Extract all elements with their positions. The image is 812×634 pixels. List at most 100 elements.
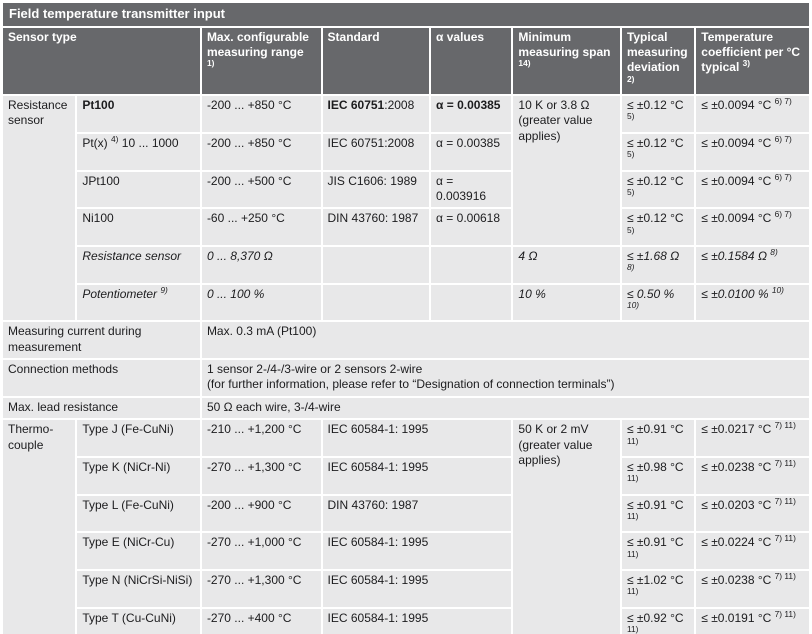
cell-text: ≤ ±0.0094 °C bbox=[701, 211, 775, 226]
cell-text: Potentiometer bbox=[82, 286, 161, 301]
cell-text: JPt100 bbox=[82, 173, 120, 188]
cell-text: IEC 60584-1: 1995 bbox=[327, 422, 429, 437]
row-type-e: Type E (NiCr-Cu) -270 ... +1,000 °C IEC 60… bbox=[3, 533, 809, 570]
cell-text: DIN 43760: 1987 bbox=[327, 497, 419, 512]
cell-text: Connection methods bbox=[8, 362, 119, 377]
deviation-cell: ≤ ±1.02 °C 11) bbox=[621, 571, 695, 607]
cell-text: DIN 43760: 1987 bbox=[327, 211, 419, 226]
tempco-cell: ≤ ±0.0238 °C 7) 11) bbox=[696, 457, 809, 494]
cell-text: ≤ ±0.0238 °C bbox=[701, 459, 775, 474]
cell-text: ≤ ±0.0100 % bbox=[701, 286, 772, 301]
cell-text: ≤ ±0.12 °C bbox=[626, 135, 684, 150]
section-label-cell: Max. lead resistance bbox=[3, 397, 200, 419]
section-label-cell: Measuring current during measurement bbox=[3, 322, 200, 359]
cell-text: -270 ... +1,300 °C bbox=[206, 459, 302, 474]
range-cell: -200 ... +500 °C bbox=[201, 171, 321, 208]
cell-text: ≤ ±0.92 °C bbox=[626, 610, 684, 625]
cell-text: Type K (NiCr-Ni) bbox=[82, 459, 171, 474]
cell-text: IEC 60584-1: 1995 bbox=[327, 459, 429, 474]
col-sensor-type: Sensor type bbox=[3, 27, 200, 95]
range-cell: 0 ... 8,370 Ω bbox=[201, 246, 321, 283]
standard-cell bbox=[322, 246, 430, 283]
row-pt100: Resistance sensor Pt100 -200 ... +850 °C IE… bbox=[3, 96, 809, 321]
cell-text: ≤ ±1.02 °C bbox=[626, 573, 684, 588]
range-cell: -200 ... +850 °C bbox=[201, 133, 321, 170]
footnote-ref: 7) 11) bbox=[774, 533, 796, 544]
cell-text: IEC 60751:2008 bbox=[327, 135, 415, 150]
min-span-cell: 10 % bbox=[513, 284, 620, 321]
range-cell: -270 ... +1,000 °C bbox=[201, 533, 321, 570]
standard-cell: IEC 60584-1: 1995 bbox=[322, 571, 512, 607]
row-measuring-current: Measuring current during measurement Max.… bbox=[3, 322, 809, 359]
deviation-cell: ≤ ±0.12 °C 5) bbox=[621, 209, 695, 245]
deviation-cell: ≤ ±0.12 °C 5) bbox=[621, 96, 695, 132]
tempco-cell: ≤ ±0.0100 % 10) bbox=[696, 284, 809, 321]
cell-text: Thermo- couple bbox=[8, 422, 54, 452]
deviation-cell: ≤ ±0.12 °C 5) bbox=[621, 171, 695, 208]
col-max-range: Max. configurable measuring range 1) bbox=[201, 27, 321, 95]
cell-text: Measuring current during measurement bbox=[8, 324, 142, 354]
cell-text: -60 ... +250 °C bbox=[206, 211, 285, 226]
sensor-name-cell: Type E (NiCr-Cu) bbox=[77, 533, 200, 570]
sensor-name-cell: Type T (Cu-CuNi) bbox=[77, 608, 200, 634]
section-value-cell: Max. 0.3 mA (Pt100) bbox=[201, 322, 809, 359]
sensor-name-cell: Resistance sensor bbox=[77, 246, 200, 283]
min-span-cell: 50 K or 2 mV (greater value applies) bbox=[513, 420, 620, 634]
cell-text: ≤ ±0.0094 °C bbox=[701, 173, 775, 188]
standard-cell: IEC 60584-1: 1995 bbox=[322, 608, 512, 634]
cell-text: Pt(x) bbox=[82, 135, 112, 150]
row-ni100: Ni100 -60 ... +250 °C DIN 43760: 1987 α = 0… bbox=[3, 209, 809, 245]
column-header-row: Sensor type Max. configurable measuring r… bbox=[3, 27, 809, 95]
standard-cell: IEC 60751:2008 bbox=[322, 96, 430, 132]
cell-text: ≤ ±0.0094 °C bbox=[701, 135, 775, 150]
tempco-cell: ≤ ±0.0094 °C 6) 7) bbox=[696, 171, 809, 208]
standard-cell: DIN 43760: 1987 bbox=[322, 495, 512, 532]
row-resistance-sensor: Resistance sensor 0 ... 8,370 Ω 4 Ω ≤ ±1.68… bbox=[3, 246, 809, 283]
cell-text: Resistance sensor bbox=[8, 98, 68, 128]
footnote-ref: 5) bbox=[626, 149, 635, 160]
cell-text: 1 sensor 2-/4-/3-wire or 2 sensors 2-wir… bbox=[206, 362, 615, 392]
cell-text: ≤ ±0.1584 Ω bbox=[701, 248, 771, 263]
footnote-ref: 6) 7) bbox=[774, 133, 792, 144]
footnote-ref: 1) bbox=[206, 58, 215, 69]
alpha-cell: α = 0.00618 bbox=[431, 209, 512, 245]
footnote-ref: 8) bbox=[626, 262, 635, 273]
cell-text: Standard bbox=[327, 29, 380, 44]
cell-text: Type E (NiCr-Cu) bbox=[82, 535, 175, 550]
range-cell: -270 ... +1,300 °C bbox=[201, 457, 321, 494]
cell-text: 10 ... 1000 bbox=[118, 135, 179, 150]
footnote-ref: 5) bbox=[626, 111, 635, 122]
cell-text: -270 ... +1,300 °C bbox=[206, 573, 302, 588]
standard-cell bbox=[322, 284, 430, 321]
sensor-name-cell: Potentiometer 9) bbox=[77, 284, 200, 321]
table-title-row: Field temperature transmitter input bbox=[3, 3, 809, 26]
standard-cell: IEC 60584-1: 1995 bbox=[322, 457, 512, 494]
footnote-ref: 10) bbox=[626, 300, 640, 311]
footnote-ref: 8) bbox=[770, 246, 778, 257]
cell-text: -200 ... +900 °C bbox=[206, 497, 292, 512]
tempco-cell: ≤ ±0.0217 °C 7) 11) bbox=[696, 420, 809, 456]
cell-text: Temperature coefficient per °C typical bbox=[701, 29, 801, 75]
tempco-cell: ≤ ±0.0094 °C 6) 7) bbox=[696, 96, 809, 132]
cell-text: α = 0.00385 bbox=[436, 135, 501, 150]
row-max-lead-resistance-rtd: Max. lead resistance 50 Ω each wire, 3-/4… bbox=[3, 397, 809, 419]
cell-text: Type L (Fe-CuNi) bbox=[82, 497, 174, 512]
section-value-cell: 50 Ω each wire, 3-/4-wire bbox=[201, 397, 809, 419]
cell-text: ≤ ±1.68 Ω bbox=[626, 248, 680, 263]
cell-text: α = 0.00618 bbox=[436, 211, 501, 226]
sensor-name-cell: Pt100 bbox=[77, 96, 200, 132]
deviation-cell: ≤ ±0.98 °C 11) bbox=[621, 457, 695, 494]
sensor-name-cell: Type J (Fe-CuNi) bbox=[77, 420, 200, 456]
cell-text: α = 0.00385 bbox=[436, 98, 501, 113]
footnote-ref: 7) 11) bbox=[774, 457, 796, 468]
cell-text: -200 ... +850 °C bbox=[206, 135, 292, 150]
standard-cell: IEC 60584-1: 1995 bbox=[322, 533, 512, 570]
cell-text: ≤ ±0.0238 °C bbox=[701, 573, 775, 588]
cell-text: ≤ 0.50 % bbox=[626, 286, 675, 301]
cell-text: ≤ ±0.91 °C bbox=[626, 497, 684, 512]
footnote-ref: 5) bbox=[626, 186, 635, 197]
footnote-ref: 10) bbox=[771, 284, 784, 295]
table-title: Field temperature transmitter input bbox=[3, 3, 809, 26]
